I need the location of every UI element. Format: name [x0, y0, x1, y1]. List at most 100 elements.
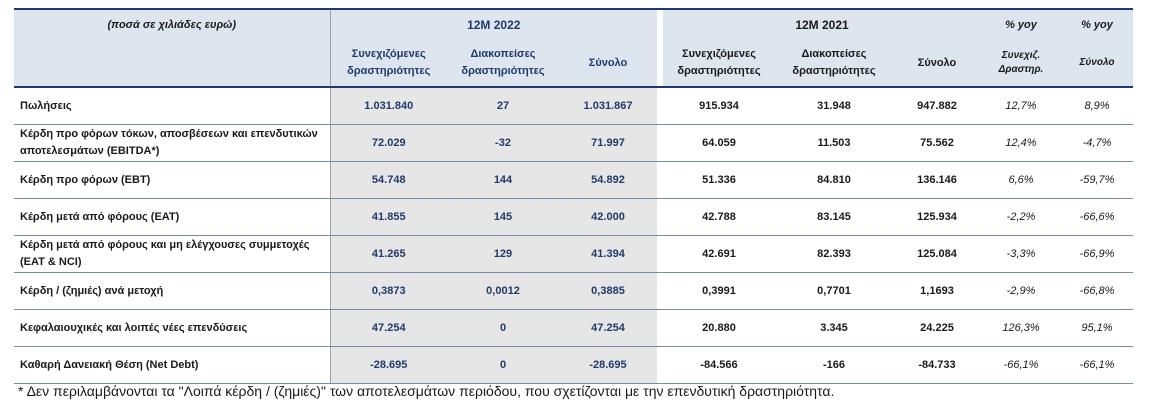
value-2022-total: 0,3885: [559, 272, 657, 310]
column-gap: [657, 235, 663, 273]
value-2022-discontinued: 145: [447, 198, 559, 236]
table-row: Καθαρή Δανειακή Θέση (Net Debt) -28.695 0-…: [14, 346, 1133, 384]
column-gap: [657, 124, 663, 162]
table-row: Κέρδη μετά από φόρους (EAT) 41.855 145 42.0…: [14, 198, 1133, 236]
col-2021-continuing: Συνεχιζόμενες δραστηριότητες: [663, 40, 775, 88]
value-2021-total: 125.084: [893, 235, 981, 273]
table-row: Πωλήσεις 1.031.840 27 1.031.867 915.934 31.94…: [14, 87, 1133, 125]
row-label: Καθαρή Δανειακή Θέση (Net Debt): [14, 346, 330, 384]
yoy-continuing: -3,3%: [981, 235, 1061, 273]
yoy-header-total: % yoy: [1061, 8, 1133, 40]
row-label: Κέρδη μετά από φόρους και μη ελέγχουσες …: [14, 235, 330, 273]
yoy-header-continuing: % yoy: [981, 8, 1061, 40]
value-2022-total: 42.000: [559, 198, 657, 236]
yoy-total: -4,7%: [1061, 124, 1133, 162]
value-2021-total: 24.225: [893, 309, 981, 347]
value-2022-continuing: 47.254: [329, 309, 447, 347]
value-2021-continuing: 42.788: [663, 198, 775, 236]
value-2021-discontinued: -166: [775, 346, 893, 384]
value-2022-discontinued: 129: [447, 235, 559, 273]
value-2021-continuing: 20.880: [663, 309, 775, 347]
value-2022-continuing: 54.748: [329, 161, 447, 199]
header-blank-cell: [14, 40, 330, 88]
column-gap: [657, 272, 663, 310]
value-2021-continuing: 42.691: [663, 235, 775, 273]
period-2022-header: 12M 2022: [329, 8, 657, 40]
results-table-wrapper: (ποσά σε χιλιάδες ευρώ) 12M 2022 12M 202…: [14, 8, 1133, 384]
yoy-total: 95,1%: [1061, 309, 1133, 347]
value-2021-continuing: 915.934: [663, 87, 775, 125]
yoy-total: -66,8%: [1061, 272, 1133, 310]
row-label: Κέρδη προ φόρων τόκων, αποσβέσεων και επ…: [14, 124, 330, 162]
header-row-periods: (ποσά σε χιλιάδες ευρώ) 12M 2022 12M 202…: [14, 8, 1133, 40]
yoy-continuing: 126,3%: [981, 309, 1061, 347]
table-row: Κέρδη προ φόρων τόκων, αποσβέσεων και επ…: [14, 124, 1133, 162]
units-note: (ποσά σε χιλιάδες ευρώ): [14, 8, 330, 40]
value-2022-continuing: 72.029: [329, 124, 447, 162]
yoy-total: -59,7%: [1061, 161, 1133, 199]
column-gap: [657, 346, 663, 384]
yoy-continuing: 6,6%: [981, 161, 1061, 199]
value-2021-total: -84.733: [893, 346, 981, 384]
value-2022-discontinued: 27: [447, 87, 559, 125]
column-gap: [657, 40, 663, 88]
financial-results-table: (ποσά σε χιλιάδες ευρώ) 12M 2022 12M 202…: [14, 8, 1133, 384]
value-2021-discontinued: 31.948: [775, 87, 893, 125]
value-2022-total: 1.031.867: [559, 87, 657, 125]
value-2021-discontinued: 0,7701: [775, 272, 893, 310]
column-gap: [657, 161, 663, 199]
yoy-continuing: 12,7%: [981, 87, 1061, 125]
yoy-total: 8,9%: [1061, 87, 1133, 125]
value-2022-discontinued: 0: [447, 346, 559, 384]
row-label: Κέρδη μετά από φόρους (EAT): [14, 198, 330, 236]
yoy-continuing: -2,9%: [981, 272, 1061, 310]
yoy-continuing: -2,2%: [981, 198, 1061, 236]
row-label: Κεφαλαιουχικές και λοιπές νέες επενδύσει…: [14, 309, 330, 347]
yoy-total: -66,9%: [1061, 235, 1133, 273]
col-2021-discontinued: Διακοπείσες δραστηριότητες: [775, 40, 893, 88]
value-2022-total: 47.254: [559, 309, 657, 347]
value-2021-continuing: 64.059: [663, 124, 775, 162]
period-2021-header: 12M 2021: [663, 8, 981, 40]
row-label: Κέρδη / (ζημιές) ανά μετοχή: [14, 272, 330, 310]
column-gap: [657, 198, 663, 236]
value-2021-total: 947.882: [893, 87, 981, 125]
value-2021-discontinued: 11.503: [775, 124, 893, 162]
value-2022-discontinued: 0,0012: [447, 272, 559, 310]
value-2021-discontinued: 83.145: [775, 198, 893, 236]
col-2022-discontinued: Διακοπείσες δραστηριότητες: [447, 40, 559, 88]
column-gap: [657, 309, 663, 347]
value-2022-discontinued: -32: [447, 124, 559, 162]
col-yoy-continuing-line2: Δραστηρ.: [998, 64, 1044, 75]
value-2022-total: 54.892: [559, 161, 657, 199]
col-2022-total: Σύνολο: [559, 40, 657, 88]
value-2021-total: 125.934: [893, 198, 981, 236]
col-2021-total: Σύνολο: [893, 40, 981, 88]
value-2022-total: 41.394: [559, 235, 657, 273]
value-2021-continuing: 51.336: [663, 161, 775, 199]
col-yoy-total: Σύνολο: [1061, 40, 1133, 88]
yoy-continuing: 12,4%: [981, 124, 1061, 162]
value-2022-total: 71.997: [559, 124, 657, 162]
row-label: Κέρδη προ φόρων (EBT): [14, 161, 330, 199]
header-row-columns: Συνεχιζόμενες δραστηριότητες Διακοπείσες…: [14, 40, 1133, 88]
value-2021-discontinued: 82.393: [775, 235, 893, 273]
yoy-total: -66,1%: [1061, 346, 1133, 384]
value-2022-discontinued: 0: [447, 309, 559, 347]
value-2021-total: 1,1693: [893, 272, 981, 310]
value-2022-continuing: 41.855: [329, 198, 447, 236]
table-row: Κέρδη / (ζημιές) ανά μετοχή 0,3873 0,0012 0…: [14, 272, 1133, 310]
value-2021-total: 75.562: [893, 124, 981, 162]
table-row: Κέρδη μετά από φόρους και μη ελέγχουσες …: [14, 235, 1133, 273]
col-yoy-continuing: Συνεχιζ. Δραστηρ.: [981, 40, 1061, 88]
value-2021-total: 136.146: [893, 161, 981, 199]
footnote: * Δεν περιλαμβάνονται τα "Λοιπά κέρδη / …: [18, 383, 835, 399]
value-2022-continuing: 0,3873: [329, 272, 447, 310]
value-2021-continuing: 0,3991: [663, 272, 775, 310]
col-2022-continuing: Συνεχιζόμενες δραστηριότητες: [329, 40, 447, 88]
col-yoy-continuing-line1: Συνεχιζ.: [1001, 50, 1041, 61]
table-body: Πωλήσεις 1.031.840 27 1.031.867 915.934 31.94…: [14, 87, 1133, 384]
table-row: Κέρδη προ φόρων (EBT) 54.748 144 54.892 51.3…: [14, 161, 1133, 199]
value-2021-continuing: -84.566: [663, 346, 775, 384]
value-2022-continuing: 41.265: [329, 235, 447, 273]
